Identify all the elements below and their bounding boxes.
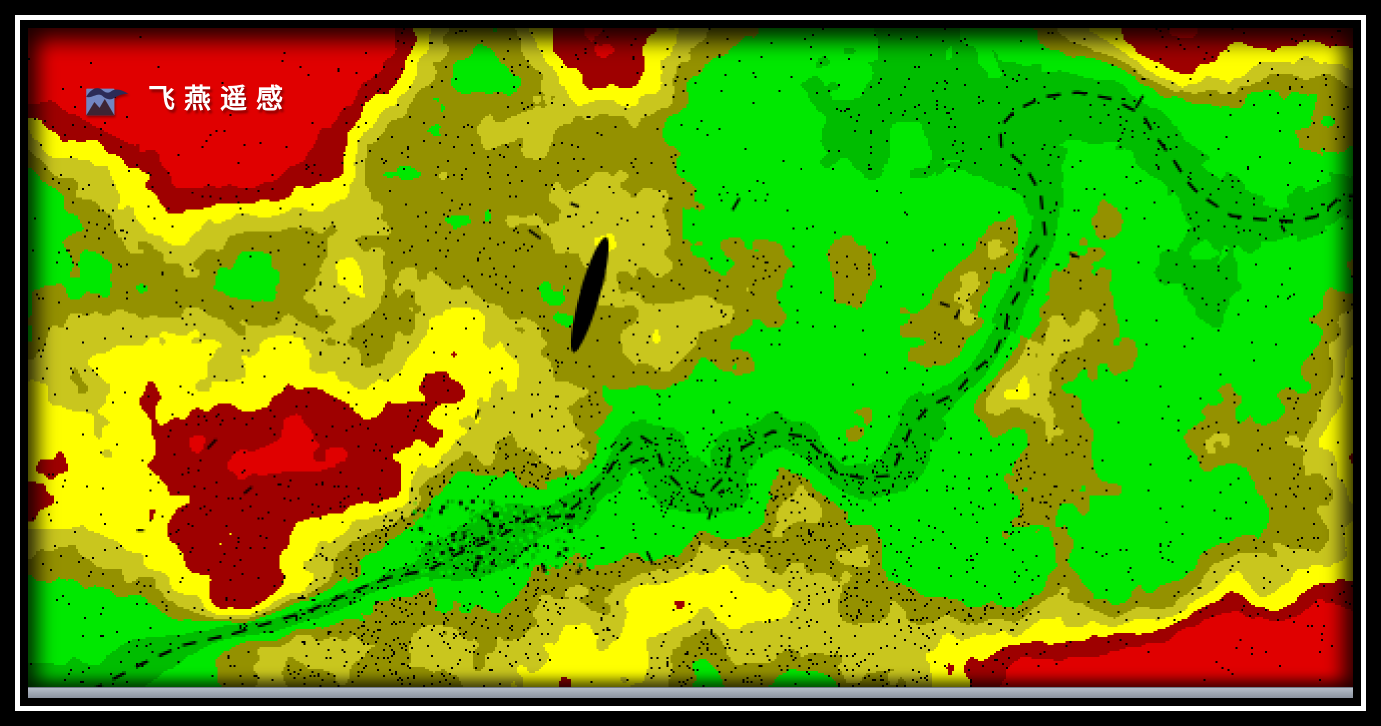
logo-mountain-shape (86, 99, 115, 116)
classified-raster-map (28, 28, 1353, 687)
feiyan-logo-icon (86, 88, 129, 116)
status-bar (28, 687, 1353, 698)
watermark-text: 飞燕遥感 (148, 83, 292, 115)
logo-bird-shape (86, 88, 129, 100)
map-viewport: 飞燕遥感 (28, 28, 1353, 698)
watermark: 飞燕遥感 (84, 78, 292, 120)
